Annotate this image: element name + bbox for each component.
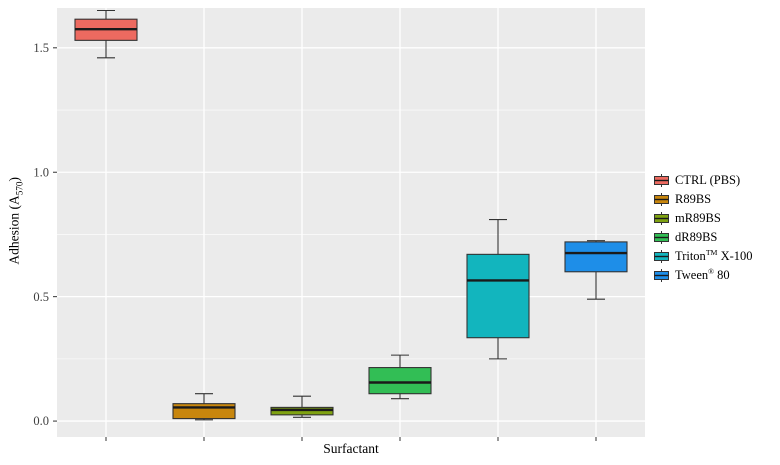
- legend-key-icon: [654, 192, 669, 206]
- box-2: [172, 403, 236, 420]
- y-axis-title-text: Adhesion (A: [6, 195, 22, 265]
- legend-item: mR89BS: [653, 210, 753, 226]
- legend-key-icon: [654, 268, 669, 282]
- legend-key-icon: [654, 230, 669, 244]
- legend-item: CTRL (PBS): [653, 172, 753, 188]
- y-axis-title-close: ): [6, 177, 22, 182]
- legend-item-label: TritonTM X-100: [675, 247, 753, 264]
- box-3: [270, 406, 334, 416]
- legend-key-icon: [654, 173, 669, 187]
- y-tick-label: 0.0: [33, 414, 49, 428]
- legend-key-icon: [654, 249, 669, 263]
- y-tick-label: 0.5: [33, 290, 49, 304]
- legend-item: Tween® 80: [653, 267, 753, 283]
- legend-item-label: CTRL (PBS): [675, 172, 741, 187]
- legend-item: dR89BS: [653, 229, 753, 245]
- legend-item-label: mR89BS: [675, 210, 721, 225]
- y-tick-label: 1.0: [33, 165, 49, 179]
- legend: CTRL (PBS) R89BS mR89BS dR89BS TritonTM X-10…: [653, 172, 753, 283]
- legend-key-icon: [654, 211, 669, 225]
- box-5: [466, 253, 530, 339]
- x-axis-title: Surfactant: [323, 441, 379, 456]
- box-4: [368, 367, 432, 395]
- y-axis-title-subscript: 570: [14, 181, 25, 196]
- legend-item-label: R89BS: [675, 191, 712, 206]
- legend-item: TritonTM X-100: [653, 248, 753, 264]
- plot-panel: [57, 8, 645, 437]
- y-axis-title: Adhesion (A570): [7, 6, 25, 435]
- legend-item-label: Tween® 80: [675, 266, 730, 283]
- legend-item: R89BS: [653, 191, 753, 207]
- y-tick-label: 1.5: [33, 41, 49, 55]
- legend-item-label: dR89BS: [675, 229, 718, 244]
- box-6: [564, 241, 628, 273]
